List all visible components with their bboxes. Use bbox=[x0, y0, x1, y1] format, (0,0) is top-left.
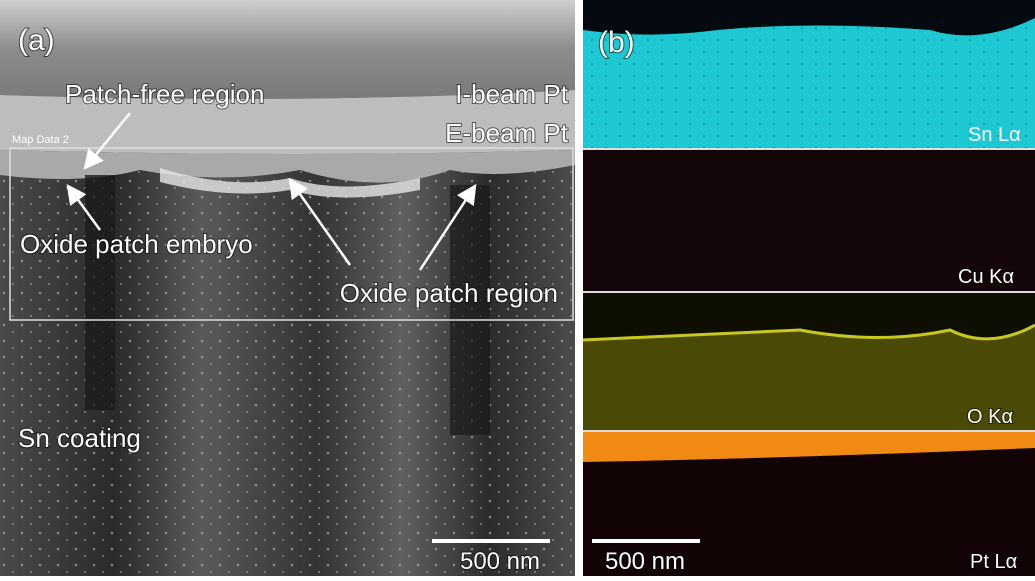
map-label: Sn Lα bbox=[968, 124, 1021, 146]
label: E-beam Pt bbox=[445, 118, 569, 148]
label: Patch-free region bbox=[65, 79, 264, 109]
divider bbox=[583, 291, 1035, 293]
panel-b: (b) Sn Lα Cu Kα O Kα Pt Lα 500 nm bbox=[583, 0, 1035, 576]
divider bbox=[575, 0, 583, 576]
dark-grain bbox=[85, 175, 115, 410]
figure: (a) Patch-free region I-beam Pt E-beam P… bbox=[0, 0, 1035, 576]
dark-grain bbox=[450, 185, 490, 435]
scale-label: 500 nm bbox=[460, 548, 540, 575]
map-label: Pt Lα bbox=[970, 551, 1017, 573]
panel-a: (a) Patch-free region I-beam Pt E-beam P… bbox=[0, 0, 575, 576]
label: Sn coating bbox=[18, 423, 141, 453]
panel-tag: (a) bbox=[18, 24, 55, 57]
label: Oxide patch embryo bbox=[20, 229, 253, 259]
map-label: O Kα bbox=[967, 406, 1013, 428]
label: I-beam Pt bbox=[455, 79, 568, 109]
divider bbox=[583, 148, 1035, 150]
divider bbox=[583, 430, 1035, 432]
label: Map Data 2 bbox=[12, 134, 69, 146]
label: Oxide patch region bbox=[340, 278, 558, 308]
panel-tag: (b) bbox=[598, 26, 635, 59]
map-label: Cu Kα bbox=[958, 266, 1014, 288]
scale-label: 500 nm bbox=[605, 548, 685, 575]
